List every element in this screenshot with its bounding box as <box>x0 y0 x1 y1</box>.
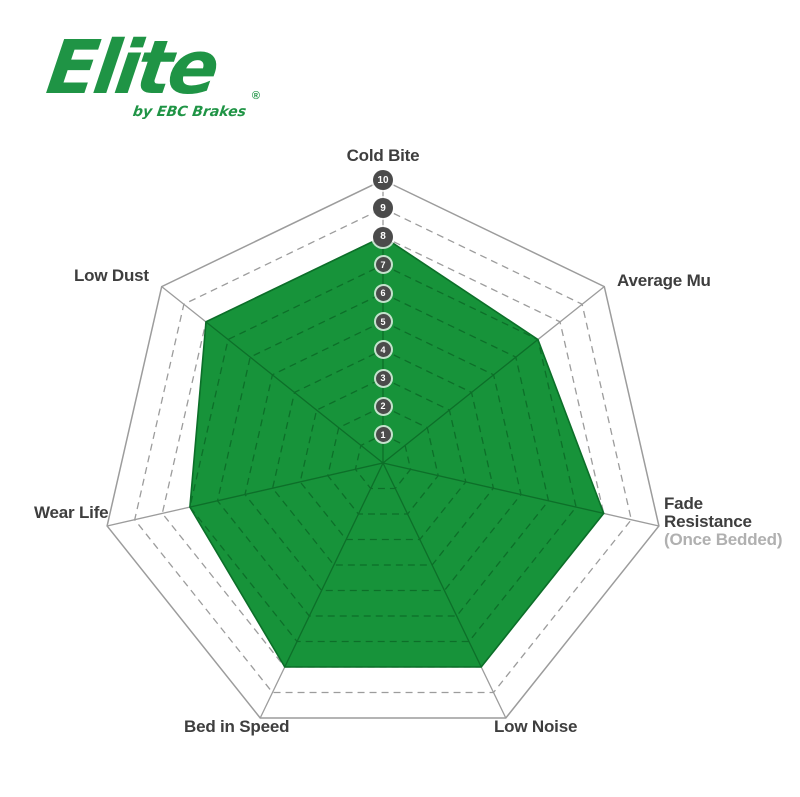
grid-ring-9 <box>133 207 633 694</box>
axis-label-fade-resistance: Fade Resistance (Once Bedded) <box>664 494 783 549</box>
inner-grid-ring-6 <box>216 292 550 617</box>
inner-axis-spoke <box>382 462 507 667</box>
inner-grid-ring-2 <box>327 405 439 515</box>
scale-tick-badge-7: 7 <box>375 257 391 273</box>
axis-label-cold-bite: Cold Bite <box>346 146 420 165</box>
inner-grid-ring-1 <box>354 433 412 490</box>
scale-tick-badge-10: 10 <box>373 170 393 190</box>
scale-tick-badge-1: 1 <box>375 427 391 443</box>
axis-label-low-noise: Low Noise <box>494 717 578 736</box>
inner-axis-spoke <box>382 462 604 527</box>
scale-tick-badge-3: 3 <box>375 370 391 386</box>
scale-tick-badge-2: 2 <box>375 398 391 414</box>
axis-label-low-dust: Low Dust <box>74 266 149 285</box>
scale-tick-badge-4: 4 <box>375 342 391 358</box>
inner-grid-ring-3 <box>299 377 467 541</box>
scale-tick-badge-5: 5 <box>375 314 391 329</box>
inner-grid-ring-4 <box>271 349 495 566</box>
axis-label-wear-life: Wear Life <box>34 503 109 522</box>
fade-resistance-line2: Resistance <box>664 512 752 531</box>
inner-axis-spoke <box>259 462 384 667</box>
registered-trademark-icon: ® <box>251 90 260 102</box>
scale-tick-badge-6: 6 <box>375 285 391 301</box>
grid-ring-outer <box>106 179 660 719</box>
fade-resistance-line1: Fade <box>664 494 703 513</box>
axis-label-bed-in-speed: Bed in Speed <box>184 717 290 736</box>
elite-logo: Elite ® by EBC Brakes <box>42 25 260 120</box>
fade-resistance-line3: (Once Bedded) <box>664 530 783 549</box>
inner-axis-spoke <box>189 462 384 527</box>
scale-tick-badge-8: 8 <box>373 226 393 247</box>
scale-tick-badge-9: 9 <box>373 198 393 219</box>
inner-grid-ring-7 <box>189 264 577 643</box>
axis-label-average-mu: Average Mu <box>617 271 711 290</box>
